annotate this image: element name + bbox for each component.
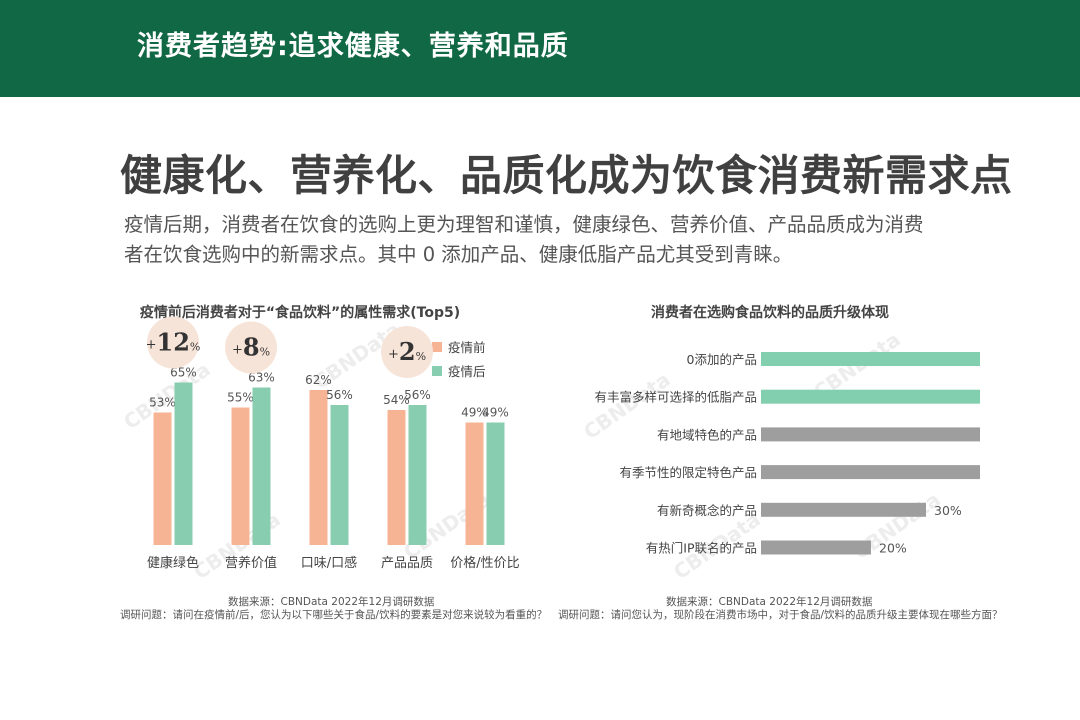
bar-value-label: 54% (383, 393, 410, 407)
bar-before (231, 407, 250, 545)
bar (761, 427, 980, 442)
badge-text: +2% (388, 337, 426, 366)
legend-label: 疫情后 (448, 364, 486, 379)
bar (761, 502, 926, 517)
category-label: 0添加的产品 (687, 352, 757, 367)
category-label: 有热门IP联名的产品 (646, 541, 757, 556)
bar-after (330, 405, 349, 545)
x-tick-label: 口味/口感 (301, 555, 357, 571)
legend-swatch (432, 366, 442, 376)
increase-badge: +12% (146, 316, 201, 369)
bar-value-label: 53% (149, 396, 176, 410)
badge-text: +12% (146, 328, 201, 357)
bar-value-label: 49% (482, 406, 509, 420)
bar-value-label: 20% (879, 541, 907, 556)
lead-line-2: 者在饮食选购中的新需求点。其中 0 添加产品、健康低脂产品尤其受到青睐。 (124, 243, 793, 266)
legend-label: 疫情前 (448, 340, 486, 355)
bar-before (465, 422, 484, 545)
bar-after (486, 422, 505, 545)
category-label: 有新奇概念的产品 (657, 503, 757, 518)
bar-before (153, 412, 172, 545)
right-survey-question: 调研问题：请问您认为，现阶段在消费市场中，对于食品/饮料的品质升级主要体现在哪些… (558, 609, 1003, 621)
bar-value-label: 55% (227, 391, 254, 405)
header-banner: 消费者趋势:追求健康、营养和品质 (0, 0, 1080, 97)
bar-before (387, 410, 406, 545)
horizontal-bar-chart: CBNDataCBNDataCBNDataCBNData消费者在选购食品饮料的品… (579, 304, 980, 584)
bar (761, 389, 980, 404)
bar-after (408, 405, 427, 545)
left-source-note: 数据来源：CBNData 2022年12月调研数据 (228, 596, 435, 608)
bar-value-label: 30% (934, 503, 962, 518)
bar-after (174, 382, 193, 545)
bar (761, 465, 980, 480)
right-source-note: 数据来源：CBNData 2022年12月调研数据 (666, 596, 873, 608)
x-tick-label: 产品品质 (381, 556, 433, 571)
badge-circle (225, 321, 277, 374)
header-title: 消费者趋势:追求健康、营养和品质 (137, 31, 569, 62)
bar-after (252, 387, 271, 545)
increase-badge: +8% (225, 321, 277, 374)
x-tick-label: 营养价值 (225, 555, 277, 571)
badge-circle (381, 326, 433, 378)
badge-circle (147, 316, 199, 369)
category-label: 有丰富多样可选择的低脂产品 (594, 390, 757, 405)
left-survey-question: 调研问题：请问在疫情前/后，您认为以下哪些关于食品/饮料的要素是对您来说较为看重… (120, 609, 548, 621)
chart-title: 消费者在选购食品饮料的品质升级体现 (651, 304, 889, 321)
bar-value-label: 56% (326, 388, 353, 402)
left-chart-panel: CBNData CBNData CBNData CBNData 疫情前后消费者对于“食品… (110, 290, 530, 590)
category-label: 有季节性的限定特色产品 (619, 465, 757, 480)
bar (761, 352, 980, 366)
category-label: 有地域特色的产品 (657, 427, 757, 442)
lead-paragraph: 疫情后期，消费者在饮食的选购上更为理智和谨慎，健康绿色、营养价值、产品品质成为消… (124, 210, 954, 270)
x-tick-label: 健康绿色 (147, 555, 199, 571)
bar-value-label: 56% (404, 388, 431, 402)
badge-text: +8% (232, 333, 270, 362)
bar-value-label: 49% (461, 406, 488, 420)
bar-value-label: 63% (248, 371, 275, 385)
bar (761, 540, 871, 555)
right-chart-panel: CBNDataCBNDataCBNDataCBNData消费者在选购食品饮料的品… (560, 290, 980, 590)
bar-value-label: 65% (170, 366, 197, 380)
bar-value-label: 62% (305, 373, 332, 387)
increase-badge: +2% (381, 326, 433, 378)
bar-before (309, 390, 328, 545)
legend-swatch (432, 342, 442, 352)
lead-line-1: 疫情后期，消费者在饮食的选购上更为理智和谨慎，健康绿色、营养价值、产品品质成为消… (124, 213, 924, 236)
x-tick-label: 价格/性价比 (450, 555, 519, 571)
chart-title: 疫情前后消费者对于“食品饮料”的属性需求(Top5) (140, 304, 460, 321)
page-headline: 健康化、营养化、品质化成为饮食消费新需求点 (120, 151, 1013, 200)
